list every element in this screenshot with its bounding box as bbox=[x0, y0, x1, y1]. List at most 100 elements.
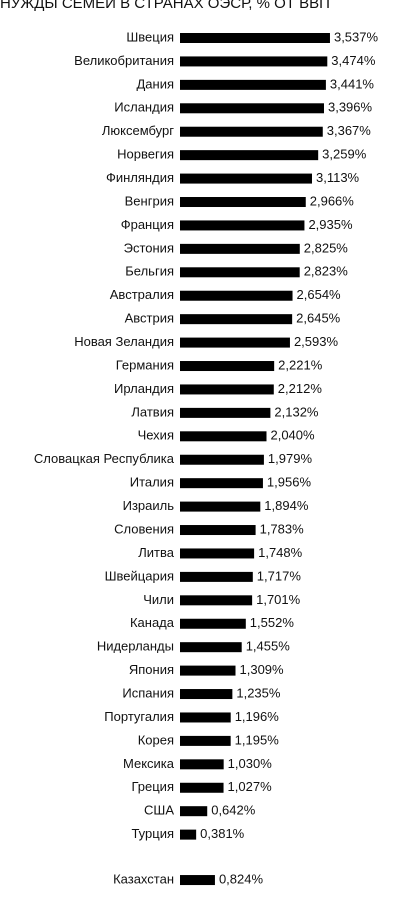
value-label: 1,748% bbox=[258, 545, 303, 560]
bar bbox=[180, 79, 326, 90]
bar bbox=[180, 33, 330, 43]
value-label: 2,823% bbox=[304, 264, 349, 279]
bar bbox=[180, 267, 300, 278]
category-label: Корея bbox=[138, 732, 174, 747]
chart-title: НУЖДЫ СЕМЕЙ В СТРАНАХ ОЭСР, % ОТ ВВП bbox=[0, 0, 330, 12]
category-label: Чили bbox=[143, 592, 174, 607]
value-label: 1,309% bbox=[240, 662, 285, 677]
category-label: Австрия bbox=[125, 311, 174, 326]
category-label: Великобритания bbox=[74, 53, 174, 68]
bar bbox=[180, 103, 324, 114]
bar bbox=[180, 735, 231, 746]
value-label: 0,824% bbox=[219, 871, 264, 886]
value-label: 2,040% bbox=[270, 428, 315, 443]
value-label: 3,396% bbox=[328, 100, 373, 115]
category-label: Словения bbox=[114, 521, 174, 536]
value-label: 2,212% bbox=[278, 381, 323, 396]
category-label: Португалия bbox=[104, 709, 174, 724]
value-label: 1,783% bbox=[260, 521, 305, 536]
bar bbox=[180, 126, 323, 137]
bar bbox=[180, 875, 215, 886]
bar bbox=[180, 173, 312, 184]
bar bbox=[180, 712, 231, 723]
category-label: Люксембург bbox=[102, 123, 174, 138]
bar bbox=[180, 595, 253, 606]
category-label: Австралия bbox=[110, 287, 174, 302]
category-label: Исландия bbox=[114, 100, 174, 115]
bar bbox=[180, 384, 274, 395]
bar bbox=[180, 548, 255, 559]
bar bbox=[180, 454, 264, 465]
category-label: Финляндия bbox=[106, 170, 174, 185]
category-label: Эстония bbox=[124, 240, 174, 255]
value-label: 2,966% bbox=[310, 193, 355, 208]
value-label: 2,221% bbox=[278, 357, 323, 372]
value-label: 2,935% bbox=[308, 217, 353, 232]
category-label: Латвия bbox=[131, 404, 174, 419]
value-label: 3,537% bbox=[334, 29, 379, 44]
category-label: Швейцария bbox=[105, 568, 174, 583]
value-label: 3,367% bbox=[327, 123, 372, 138]
bar bbox=[180, 220, 305, 231]
value-label: 1,030% bbox=[228, 756, 273, 771]
value-label: 1,701% bbox=[256, 592, 301, 607]
value-label: 2,593% bbox=[294, 334, 339, 349]
value-label: 1,195% bbox=[235, 732, 280, 747]
bar bbox=[180, 431, 267, 442]
value-label: 1,979% bbox=[268, 451, 313, 466]
category-label: Дания bbox=[136, 76, 174, 91]
category-label: Словацкая Республика bbox=[34, 451, 175, 466]
bar bbox=[180, 782, 224, 793]
value-label: 1,956% bbox=[267, 475, 312, 490]
category-label: Нидерланды bbox=[97, 639, 174, 654]
category-label: Италия bbox=[130, 475, 174, 490]
category-label: Венгрия bbox=[125, 193, 174, 208]
category-label: США bbox=[144, 803, 174, 818]
bar bbox=[180, 314, 293, 325]
bar bbox=[180, 197, 306, 208]
value-label: 3,474% bbox=[331, 53, 376, 68]
value-label: 1,455% bbox=[246, 639, 291, 654]
value-label: 3,441% bbox=[330, 76, 375, 91]
bar bbox=[180, 150, 319, 161]
value-label: 3,259% bbox=[322, 147, 367, 162]
value-label: 1,235% bbox=[236, 685, 281, 700]
category-label: Турция bbox=[131, 826, 174, 841]
value-label: 1,196% bbox=[235, 709, 280, 724]
category-label: Израиль bbox=[123, 498, 175, 513]
bar bbox=[180, 618, 246, 629]
category-label: Норвегия bbox=[117, 147, 174, 162]
bar bbox=[180, 361, 275, 372]
bar bbox=[180, 571, 253, 582]
value-label: 0,642% bbox=[211, 803, 256, 818]
category-label: Мексика bbox=[123, 756, 175, 771]
value-label: 1,894% bbox=[264, 498, 309, 513]
category-label: Литва bbox=[138, 545, 175, 560]
category-label: Ирландия bbox=[114, 381, 174, 396]
category-label: Канада bbox=[130, 615, 175, 630]
bar bbox=[180, 525, 256, 536]
value-label: 3,113% bbox=[316, 170, 360, 185]
bar bbox=[180, 243, 300, 254]
bar bbox=[180, 665, 236, 676]
bar bbox=[180, 290, 293, 301]
bar bbox=[180, 337, 290, 348]
bar bbox=[180, 806, 208, 817]
category-label: Бельгия bbox=[125, 264, 174, 279]
bar bbox=[180, 407, 271, 418]
category-label: Франция bbox=[121, 217, 174, 232]
value-label: 2,654% bbox=[297, 287, 342, 302]
category-label: Япония bbox=[129, 662, 174, 677]
category-label: Швеция bbox=[126, 29, 174, 44]
category-label: Казахстан bbox=[113, 871, 174, 886]
category-label: Германия bbox=[116, 357, 174, 372]
category-label: Греция bbox=[131, 779, 174, 794]
value-label: 2,825% bbox=[304, 240, 349, 255]
bar bbox=[180, 56, 328, 67]
bar bbox=[180, 478, 263, 489]
category-label: Новая Зеландия bbox=[74, 334, 174, 349]
category-label: Чехия bbox=[138, 428, 174, 443]
bar bbox=[180, 689, 233, 700]
bar bbox=[180, 759, 224, 770]
